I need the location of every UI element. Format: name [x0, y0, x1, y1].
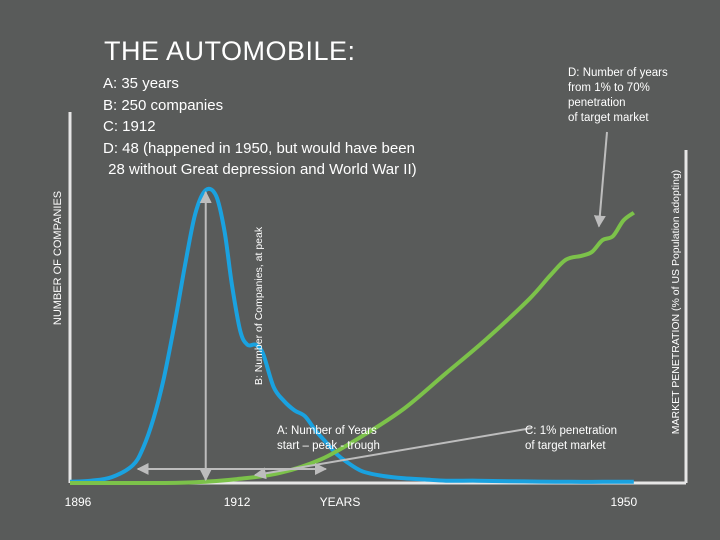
annotation-d-line: penetration: [568, 97, 626, 109]
annotation-c-line: C: 1% penetration: [525, 425, 618, 437]
x-tick-label: 1896: [65, 495, 92, 509]
x-axis-label: YEARS: [320, 495, 361, 509]
right-axis-label: MARKET PENETRATION (% of US Population a…: [670, 170, 682, 435]
key-facts: A: 35 years B: 250 companies C: 1912 D: …: [103, 73, 417, 181]
annotation-a: A: Number of Years start – peak - trough: [277, 424, 380, 454]
x-tick-label: 1950: [610, 495, 637, 509]
fact-c: C: 1912: [103, 118, 156, 135]
fact-b: B: 250 companies: [103, 96, 224, 114]
one-percent-pointer: [253, 427, 533, 480]
annotation-a-line: A: Number of Years: [277, 425, 377, 437]
annotation-d: D: Number of years from 1% to 70% penetr…: [568, 66, 668, 126]
companies-curve: [69, 186, 634, 484]
x-tick-label: 1912: [224, 495, 251, 509]
annotation-c: C: 1% penetration of target market: [525, 424, 617, 454]
left-axis-label: NUMBER OF COMPANIES: [52, 191, 64, 325]
annotation-d-line: D: Number of years: [568, 67, 668, 79]
chart-title: THE AUTOMOBILE:: [104, 36, 356, 66]
seventy-percent-pointer: [593, 131, 608, 228]
peak-companies-label: B: Number of Companies, at peak: [253, 226, 265, 385]
annotation-c-line: of target market: [525, 440, 606, 452]
fact-d: D: 48 (happened in 1950, but would have …: [103, 139, 415, 157]
annotation-a-line: start – peak - trough: [277, 440, 380, 452]
fact-d-continued: 28 without Great depression and World Wa…: [104, 161, 417, 178]
annotation-d-line: of target market: [568, 112, 649, 124]
annotation-d-line: from 1% to 70%: [568, 82, 650, 94]
fact-a: A: 35 years: [103, 75, 179, 92]
penetration-curve: [69, 211, 636, 486]
